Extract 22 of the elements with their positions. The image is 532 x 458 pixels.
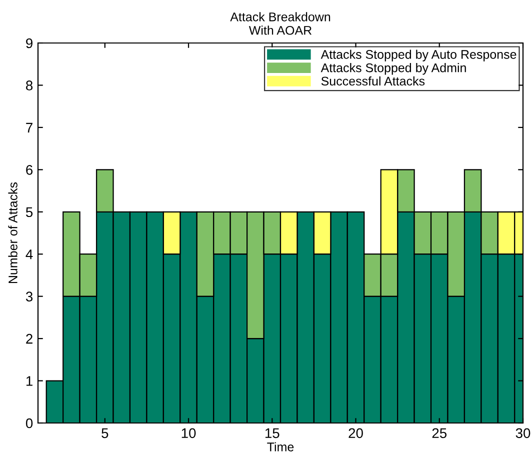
y-tick-label: 2: [26, 334, 32, 344]
y-tick-label: 9: [26, 38, 32, 48]
x-tick-label: 25: [432, 428, 447, 438]
y-tick-label: 4: [26, 250, 33, 260]
legend-label: Attacks Stopped by Admin: [320, 63, 466, 75]
x-axis-title: Time: [267, 442, 294, 452]
y-tick-label: 8: [26, 80, 33, 90]
y-tick-label: 3: [26, 292, 33, 302]
chart-title: Attack Breakdown With AOAR: [230, 12, 330, 35]
legend-label: Successful Attacks: [321, 76, 425, 86]
x-tick-label: 30: [516, 428, 530, 438]
y-tick-label: 6: [26, 165, 33, 175]
y-tick-label: 5: [26, 207, 33, 218]
x-tick-label: 5: [102, 428, 108, 438]
x-tick-label: 20: [348, 428, 363, 438]
y-tick-label: 0: [26, 418, 33, 428]
y-tick-label: 1: [26, 376, 32, 386]
legend-label: Attacks Stopped by Auto Response: [320, 50, 516, 62]
y-tick-label: 7: [26, 122, 32, 132]
y-axis-title: Number of Attacks: [8, 182, 18, 284]
x-tick-label: 15: [265, 428, 280, 438]
x-tick-label: 10: [182, 428, 196, 438]
